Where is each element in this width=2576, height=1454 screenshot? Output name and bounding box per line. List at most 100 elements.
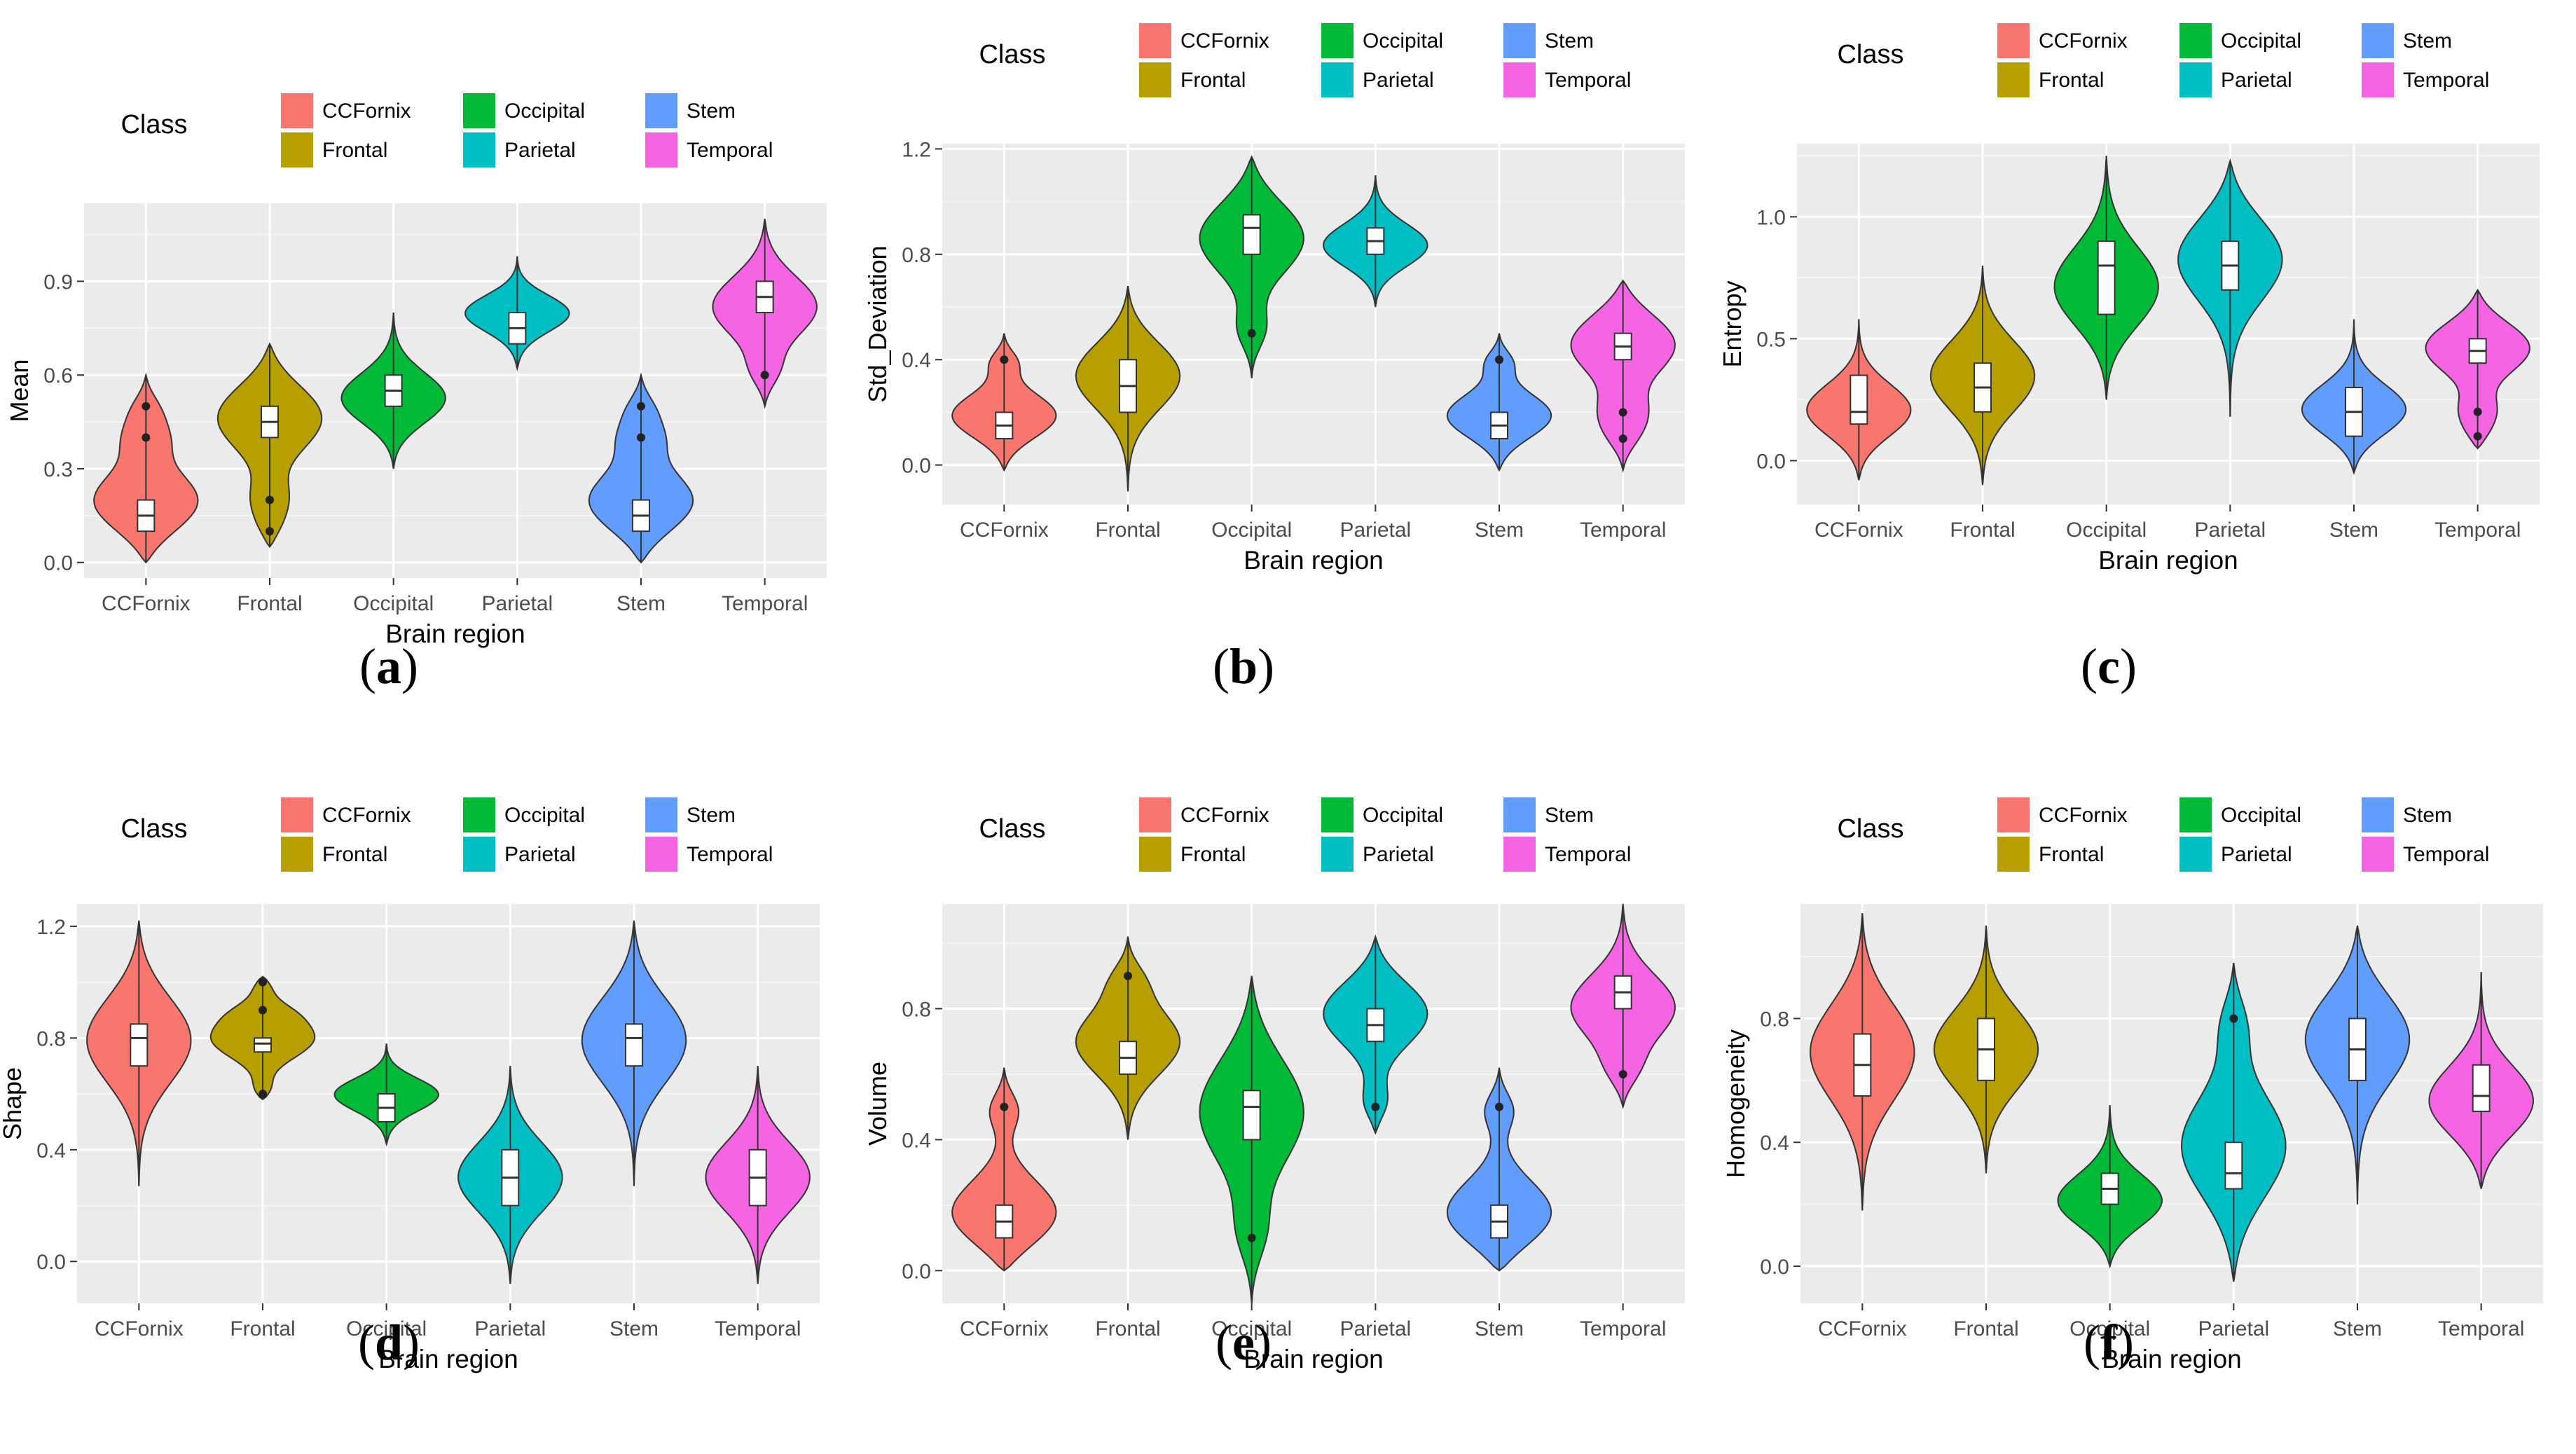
legend-key-frontal — [280, 131, 315, 169]
legend-key-frontal — [1996, 61, 2031, 99]
box-temporal — [2472, 1064, 2491, 1113]
y-tick-label: 0.8 — [902, 999, 931, 1022]
outlier-occipital — [1247, 329, 1256, 338]
y-tick-label: 0.0 — [1756, 450, 1786, 473]
legend-label-frontal: Frontal — [2039, 843, 2104, 866]
legend-label-frontal: Frontal — [1180, 69, 1246, 92]
y-tick-label: 0.0 — [43, 552, 73, 575]
panel-caption-f: (f) — [2083, 1315, 2134, 1371]
legend-key-occipital — [462, 796, 497, 834]
outlier-temporal — [760, 371, 769, 380]
legend-key-parietal — [2178, 835, 2213, 873]
box-stem — [625, 1023, 643, 1067]
legend-key-parietal — [1320, 835, 1355, 873]
legend-key-parietal — [462, 131, 497, 169]
chart-svg-e: 0.0 0.4 0.8 CCFornix Frontal Occipital Parieta… — [863, 796, 1685, 1373]
y-tick-label: 0.6 — [43, 364, 73, 387]
chart-panel-a: 0.0 0.3 0.6 0.9 CCFornix Frontal Occipital Pari… — [0, 0, 858, 722]
x-tick-label-occipital: Occipital — [2069, 1317, 2150, 1340]
outlier-occipital — [1247, 1233, 1256, 1242]
legend-key-temporal — [2360, 835, 2395, 873]
x-tick-label-stem: Stem — [1475, 1317, 1524, 1340]
legend-label-stem: Stem — [1545, 29, 1594, 53]
box-frontal — [254, 1037, 272, 1053]
chart-svg-f: 0.0 0.4 0.8 CCFornix Frontal Occipital Parieta… — [1721, 796, 2543, 1373]
legend-title: Class — [1837, 40, 1903, 69]
legend-key-ccfornix — [280, 92, 315, 130]
x-tick-label-occipital: Occipital — [346, 1317, 427, 1340]
y-axis-title: Entropy — [1718, 280, 1747, 367]
plot-background — [77, 904, 820, 1303]
outlier-ccfornix — [142, 433, 151, 442]
legend-key-ccfornix — [1996, 22, 2031, 60]
legend-label-frontal: Frontal — [2039, 69, 2104, 92]
legend-label-temporal: Temporal — [2403, 843, 2489, 866]
legend-label-occipital: Occipital — [2221, 29, 2301, 53]
legend-key-stem — [1502, 22, 1537, 60]
x-tick-label-occipital: Occipital — [353, 592, 434, 615]
y-axis-title: Mean — [5, 359, 34, 422]
plot-background — [942, 144, 1685, 505]
outlier-stem — [637, 433, 645, 442]
outlier-ccfornix — [1000, 1102, 1009, 1111]
y-tick-label: 0.5 — [1756, 328, 1786, 351]
y-tick-label: 0.4 — [1760, 1132, 1789, 1155]
legend-key-ccfornix — [1138, 796, 1173, 834]
legend-label-ccfornix: CCFornix — [322, 100, 411, 123]
x-tick-label-frontal: Frontal — [1095, 519, 1160, 542]
x-tick-label-temporal: Temporal — [1580, 1317, 1666, 1340]
y-tick-label: 1.2 — [902, 139, 931, 162]
y-tick-label: 0.3 — [43, 458, 73, 481]
plot-background — [1800, 904, 2543, 1303]
legend-label-frontal: Frontal — [1180, 843, 1246, 866]
chart-panel-f: 0.0 0.4 0.8 CCFornix Frontal Occipital Parieta… — [1716, 722, 2576, 1450]
x-tick-label-frontal: Frontal — [1950, 519, 2015, 542]
legend-label-frontal: Frontal — [322, 139, 387, 162]
legend-key-parietal — [1320, 61, 1355, 99]
box-ccfornix — [1850, 374, 1868, 425]
y-axis-title: Shape — [0, 1067, 27, 1140]
outlier-stem — [637, 402, 645, 411]
legend-title: Class — [120, 814, 187, 844]
legend-label-occipital: Occipital — [1363, 804, 1443, 827]
x-tick-label-stem: Stem — [2333, 1317, 2382, 1340]
x-tick-label-frontal: Frontal — [1095, 1317, 1160, 1340]
panel-caption-a: (a) — [359, 638, 418, 694]
legend-key-occipital — [1320, 796, 1355, 834]
x-axis-title: Brain region — [385, 619, 525, 648]
chart-svg-a: 0.0 0.3 0.6 0.9 CCFornix Frontal Occipital Pari… — [5, 92, 827, 648]
x-axis-title: Brain region — [1244, 1345, 1384, 1373]
box-ccfornix — [130, 1023, 149, 1067]
chart-panel-b: 0.0 0.4 0.8 1.2 CCFornix Frontal Occipital Pari… — [858, 0, 1716, 722]
legend-key-occipital — [2178, 796, 2213, 834]
legend-key-stem — [644, 92, 679, 130]
legend-key-stem — [2360, 22, 2395, 60]
plot-background — [942, 904, 1685, 1303]
chart-panel-d: 0.0 0.4 0.8 1.2 CCFornix Frontal Occipital Pari… — [0, 722, 858, 1450]
x-tick-label-ccfornix: CCFornix — [95, 1317, 184, 1340]
y-tick-label: 0.9 — [43, 270, 73, 294]
outlier-parietal — [2229, 1014, 2238, 1023]
legend-label-parietal: Parietal — [504, 843, 576, 866]
caption-letter: c — [2098, 638, 2120, 694]
legend-label-stem: Stem — [1545, 804, 1594, 827]
x-axis-title: Brain region — [1244, 546, 1384, 575]
outlier-parietal — [1371, 1102, 1380, 1111]
box-parietal — [2224, 1141, 2243, 1190]
legend-label-temporal: Temporal — [1545, 843, 1631, 866]
outlier-frontal — [266, 527, 274, 536]
legend-key-parietal — [462, 835, 497, 873]
legend-key-occipital — [1320, 22, 1355, 60]
caption-letter: d — [374, 1315, 404, 1371]
legend-label-parietal: Parietal — [2221, 69, 2292, 92]
legend-key-temporal — [1502, 61, 1537, 99]
y-tick-label: 0.0 — [1760, 1256, 1789, 1279]
legend-label-frontal: Frontal — [322, 843, 387, 866]
x-axis-title: Brain region — [2102, 1345, 2242, 1373]
panel-caption-c: (c) — [2081, 638, 2137, 694]
legend-key-parietal — [2178, 61, 2213, 99]
chart-svg-b: 0.0 0.4 0.8 1.2 CCFornix Frontal Occipital Pari… — [863, 22, 1685, 575]
legend-label-stem: Stem — [2403, 804, 2452, 827]
outlier-temporal — [1618, 1069, 1627, 1078]
panel-caption-d: (d) — [357, 1315, 420, 1371]
